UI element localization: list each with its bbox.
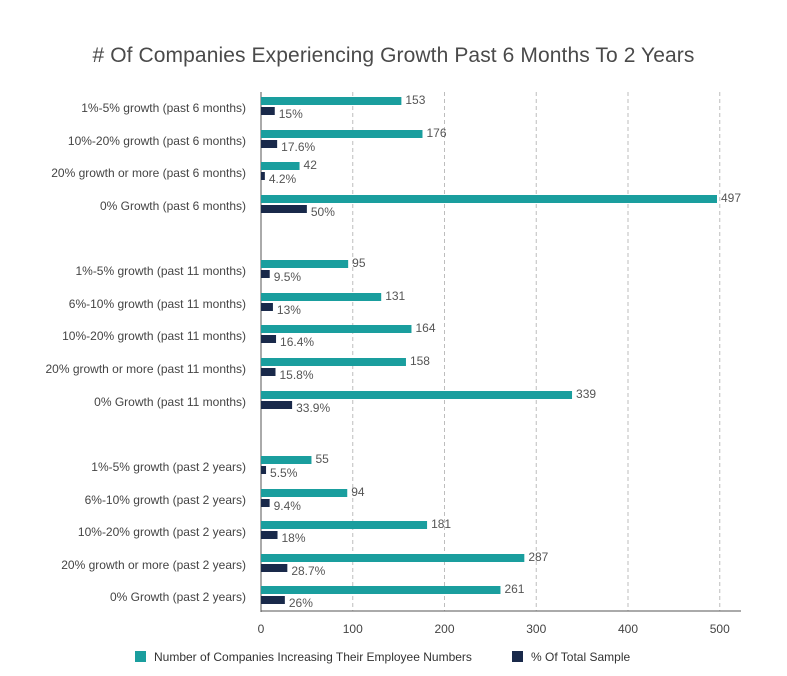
category-label: 10%-20% growth (past 11 months) — [62, 329, 246, 343]
data-label-count: 153 — [405, 93, 425, 107]
bar-percent — [261, 335, 277, 343]
bar-percent — [261, 140, 278, 148]
data-label-percent: 28.7% — [291, 564, 325, 578]
legend-item-percent: % Of Total Sample — [512, 650, 630, 664]
bar-count — [261, 260, 349, 268]
bar-count — [261, 391, 573, 399]
bar-percent — [261, 303, 273, 311]
data-label-percent: 17.6% — [281, 140, 315, 154]
category-label: 6%-10% growth (past 2 years) — [85, 493, 246, 507]
x-tick-label: 400 — [618, 622, 638, 636]
category-label: 20% growth or more (past 6 months) — [51, 166, 246, 180]
category-label: 1%-5% growth (past 6 months) — [81, 101, 246, 115]
x-tick-label: 200 — [434, 622, 454, 636]
data-label-percent: 9.4% — [274, 499, 302, 513]
data-label-count: 181 — [431, 517, 451, 531]
data-label-percent: 16.4% — [280, 335, 314, 349]
category-label: 0% Growth (past 2 years) — [110, 590, 246, 604]
bar-count — [261, 130, 423, 138]
data-label-count: 158 — [410, 354, 430, 368]
category-label: 1%-5% growth (past 2 years) — [91, 460, 246, 474]
category-label: 10%-20% growth (past 2 years) — [78, 525, 246, 539]
data-label-percent: 9.5% — [274, 270, 302, 284]
legend-swatch-count — [135, 651, 146, 662]
data-label-percent: 4.2% — [269, 172, 297, 186]
category-label: 1%-5% growth (past 11 months) — [75, 264, 246, 278]
bar-percent — [261, 466, 267, 474]
bar-count — [261, 293, 382, 301]
bar-percent — [261, 270, 270, 278]
data-label-count: 497 — [721, 191, 741, 205]
bar-count — [261, 456, 312, 464]
category-label: 10%-20% growth (past 6 months) — [68, 134, 246, 148]
data-label-count: 131 — [385, 289, 405, 303]
data-label-count: 287 — [528, 550, 548, 564]
legend-swatch-percent — [512, 651, 523, 662]
bar-percent — [261, 564, 288, 572]
bar-percent — [261, 531, 278, 539]
bar-count — [261, 195, 717, 203]
bar-count — [261, 554, 525, 562]
bar-percent — [261, 401, 293, 409]
category-label: 0% Growth (past 11 months) — [94, 395, 246, 409]
data-label-percent: 33.9% — [296, 401, 330, 415]
bar-percent — [261, 596, 285, 604]
data-label-percent: 50% — [311, 205, 335, 219]
data-label-count: 176 — [426, 126, 446, 140]
data-label-count: 55 — [315, 452, 329, 466]
legend-label-percent: % Of Total Sample — [531, 650, 631, 664]
legend-item-count: Number of Companies Increasing Their Emp… — [135, 650, 472, 664]
x-tick-label: 0 — [258, 622, 265, 636]
category-label: 0% Growth (past 6 months) — [100, 199, 246, 213]
x-tick-label: 100 — [343, 622, 363, 636]
data-label-count: 261 — [504, 582, 524, 596]
bar-count — [261, 162, 300, 170]
category-label: 20% growth or more (past 11 months) — [45, 362, 246, 376]
bar-count — [261, 521, 428, 529]
chart-title: # Of Companies Experiencing Growth Past … — [92, 44, 695, 67]
x-tick-label: 500 — [710, 622, 730, 636]
data-label-percent: 5.5% — [270, 466, 298, 480]
data-label-percent: 15.8% — [279, 368, 313, 382]
bar-count — [261, 325, 412, 333]
data-label-percent: 26% — [289, 596, 313, 610]
data-label-count: 94 — [351, 485, 365, 499]
legend-label-count: Number of Companies Increasing Their Emp… — [154, 650, 472, 664]
data-label-percent: 13% — [277, 303, 301, 317]
data-label-count: 339 — [576, 387, 596, 401]
bar-percent — [261, 205, 307, 213]
legend: Number of Companies Increasing Their Emp… — [0, 650, 787, 668]
data-label-count: 42 — [304, 158, 318, 172]
bar-count — [261, 97, 402, 105]
bar-percent — [261, 172, 265, 180]
bar-percent — [261, 107, 275, 115]
bar-count — [261, 358, 406, 366]
data-label-count: 164 — [415, 321, 435, 335]
bar-percent — [261, 499, 270, 507]
data-label-percent: 15% — [279, 107, 303, 121]
category-label: 20% growth or more (past 2 years) — [61, 558, 246, 572]
bar-count — [261, 489, 348, 497]
bar-count — [261, 586, 501, 594]
category-label: 6%-10% growth (past 11 months) — [69, 297, 246, 311]
data-label-count: 95 — [352, 256, 366, 270]
x-tick-label: 300 — [526, 622, 546, 636]
bar-percent — [261, 368, 276, 376]
data-label-percent: 18% — [282, 531, 306, 545]
